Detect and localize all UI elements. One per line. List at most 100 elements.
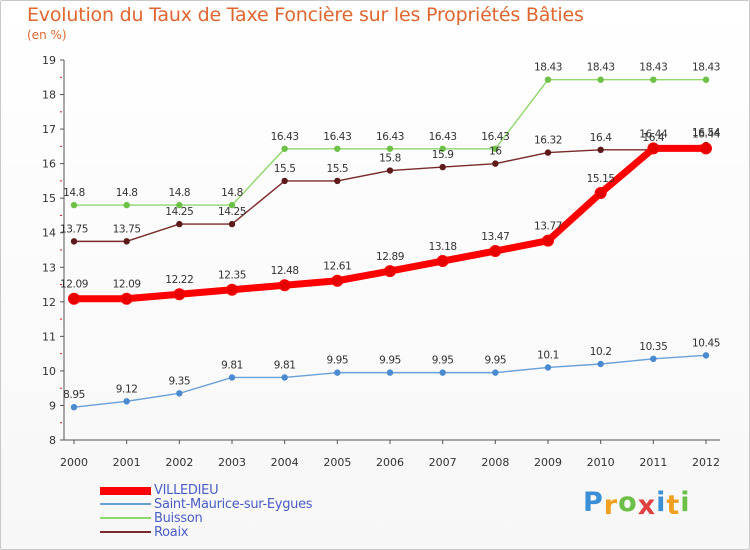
y-tick-label: 16 — [42, 158, 56, 171]
data-label-roaix: 15.5 — [274, 163, 296, 175]
data-point-saint-maurice-sur-eygues — [702, 352, 710, 359]
y-tick-label: 11 — [42, 330, 56, 343]
data-point-villedieu — [700, 142, 712, 155]
data-point-roaix — [439, 163, 446, 171]
data-label-buisson: 16.43 — [429, 131, 457, 143]
data-point-roaix — [123, 238, 130, 245]
data-label-villedieu: 16.44 — [639, 128, 668, 140]
data-point-villedieu — [542, 234, 554, 247]
data-labels: 14.8 14.8 14.8 14.8 16.43 16.43 16.43 16.43 16.4… — [60, 62, 721, 401]
data-label-villedieu: 12.89 — [376, 251, 404, 263]
data-point-saint-maurice-sur-eygues — [281, 374, 288, 381]
data-point-villedieu — [489, 245, 502, 258]
data-label-roaix: 16.4 — [642, 132, 664, 144]
data-label-buisson: 18.43 — [639, 62, 667, 74]
legend-swatch-saint-maurice — [100, 503, 151, 505]
data-point-roaix — [492, 160, 499, 167]
data-label-villedieu: 12.09 — [113, 279, 141, 291]
y-tick-label: 17 — [42, 123, 56, 136]
data-label-villedieu: 12.22 — [165, 274, 193, 286]
data-point-saint-maurice-sur-eygues — [492, 369, 499, 376]
data-label-saint-maurice-sur-eygues: 9.95 — [326, 355, 348, 367]
axes: 8 9 10 11 12 13 14 15 16 17 18 19 2000 2001 2002 2003 20… — [42, 54, 720, 469]
legend-label-roaix: Roaix — [154, 525, 189, 540]
data-point-buisson — [492, 145, 499, 152]
data-point-roaix — [334, 177, 341, 185]
data-label-saint-maurice-sur-eygues: 10.45 — [692, 337, 720, 349]
data-label-roaix: 15.5 — [326, 163, 348, 175]
data-label-saint-maurice-sur-eygues: 9.12 — [116, 383, 138, 395]
data-label-roaix: 13.75 — [60, 223, 88, 235]
data-point-buisson — [334, 145, 341, 152]
y-tick-label: 8 — [49, 434, 56, 447]
y-tick-label: 10 — [42, 365, 56, 378]
x-tick-label: 2009 — [534, 456, 562, 469]
data-point-roaix — [176, 220, 183, 228]
data-label-roaix: 16.54 — [692, 127, 721, 139]
data-point-saint-maurice-sur-eygues — [597, 360, 604, 368]
x-tick-label: 2007 — [429, 456, 457, 469]
y-tick-label: 15 — [42, 192, 56, 205]
data-point-roaix — [386, 167, 394, 174]
chart-subtitle: (en %) — [27, 28, 67, 42]
data-label-saint-maurice-sur-eygues: 8.95 — [63, 389, 85, 401]
y-tick-label: 9 — [49, 399, 56, 412]
data-point-buisson — [70, 201, 78, 209]
data-label-buisson: 16.43 — [323, 131, 351, 143]
data-point-roaix — [544, 149, 552, 156]
data-label-villedieu: 16.44 — [692, 128, 721, 140]
data-label-saint-maurice-sur-eygues: 10.1 — [537, 349, 559, 361]
logo-letter: P — [583, 487, 604, 518]
data-point-saint-maurice-sur-eygues — [386, 369, 394, 376]
data-point-roaix — [597, 146, 604, 154]
data-point-villedieu — [173, 288, 186, 301]
data-point-buisson — [176, 201, 183, 209]
legend-swatch-villedieu — [100, 487, 151, 495]
data-label-buisson: 14.8 — [221, 187, 243, 199]
data-label-buisson: 18.43 — [534, 62, 562, 74]
data-label-saint-maurice-sur-eygues: 9.35 — [168, 375, 190, 387]
y-tick-label: 12 — [42, 296, 56, 309]
data-label-buisson: 18.43 — [587, 62, 615, 74]
data-point-villedieu — [331, 274, 344, 287]
data-label-villedieu: 12.35 — [218, 270, 246, 282]
data-point-buisson — [228, 201, 236, 209]
data-point-buisson — [650, 76, 657, 83]
data-label-saint-maurice-sur-eygues: 9.81 — [274, 359, 296, 371]
data-label-saint-maurice-sur-eygues: 9.95 — [379, 355, 401, 367]
x-tick-label: 2010 — [587, 456, 615, 469]
data-label-roaix: 14.25 — [218, 206, 246, 218]
data-point-villedieu — [384, 265, 396, 278]
data-point-villedieu — [226, 283, 238, 296]
data-point-villedieu — [278, 279, 291, 292]
data-point-villedieu — [120, 292, 133, 305]
data-label-buisson: 14.8 — [63, 187, 85, 199]
data-label-villedieu: 12.48 — [271, 265, 299, 277]
data-label-villedieu: 12.09 — [60, 279, 88, 291]
data-label-buisson: 16.43 — [271, 131, 299, 143]
x-tick-label: 2004 — [271, 456, 299, 469]
data-point-buisson — [123, 201, 130, 209]
data-label-villedieu: 13.77 — [534, 221, 562, 233]
logo-letter: t — [666, 490, 681, 521]
legend-swatch-roaix — [100, 531, 151, 533]
x-tick-label: 2011 — [639, 456, 667, 469]
data-label-roaix: 15.9 — [432, 149, 454, 161]
data-point-saint-maurice-sur-eygues — [650, 355, 657, 363]
data-point-villedieu — [647, 142, 660, 155]
data-point-saint-maurice-sur-eygues — [70, 403, 78, 411]
y-tick-label: 13 — [42, 261, 56, 274]
y-tick-label: 18 — [42, 89, 56, 102]
x-tick-label: 2008 — [481, 456, 509, 469]
data-label-buisson: 16.43 — [481, 131, 509, 143]
data-label-roaix: 15.8 — [379, 153, 401, 165]
data-label-buisson: 18.43 — [692, 62, 720, 74]
data-label-saint-maurice-sur-eygues: 10.35 — [639, 341, 667, 353]
data-label-villedieu: 12.61 — [323, 261, 351, 273]
series-layer — [68, 76, 712, 411]
data-label-roaix: 16.32 — [534, 135, 562, 147]
x-tick-label: 2012 — [692, 456, 720, 469]
data-point-roaix — [70, 238, 78, 245]
data-label-villedieu: 13.47 — [481, 231, 509, 243]
